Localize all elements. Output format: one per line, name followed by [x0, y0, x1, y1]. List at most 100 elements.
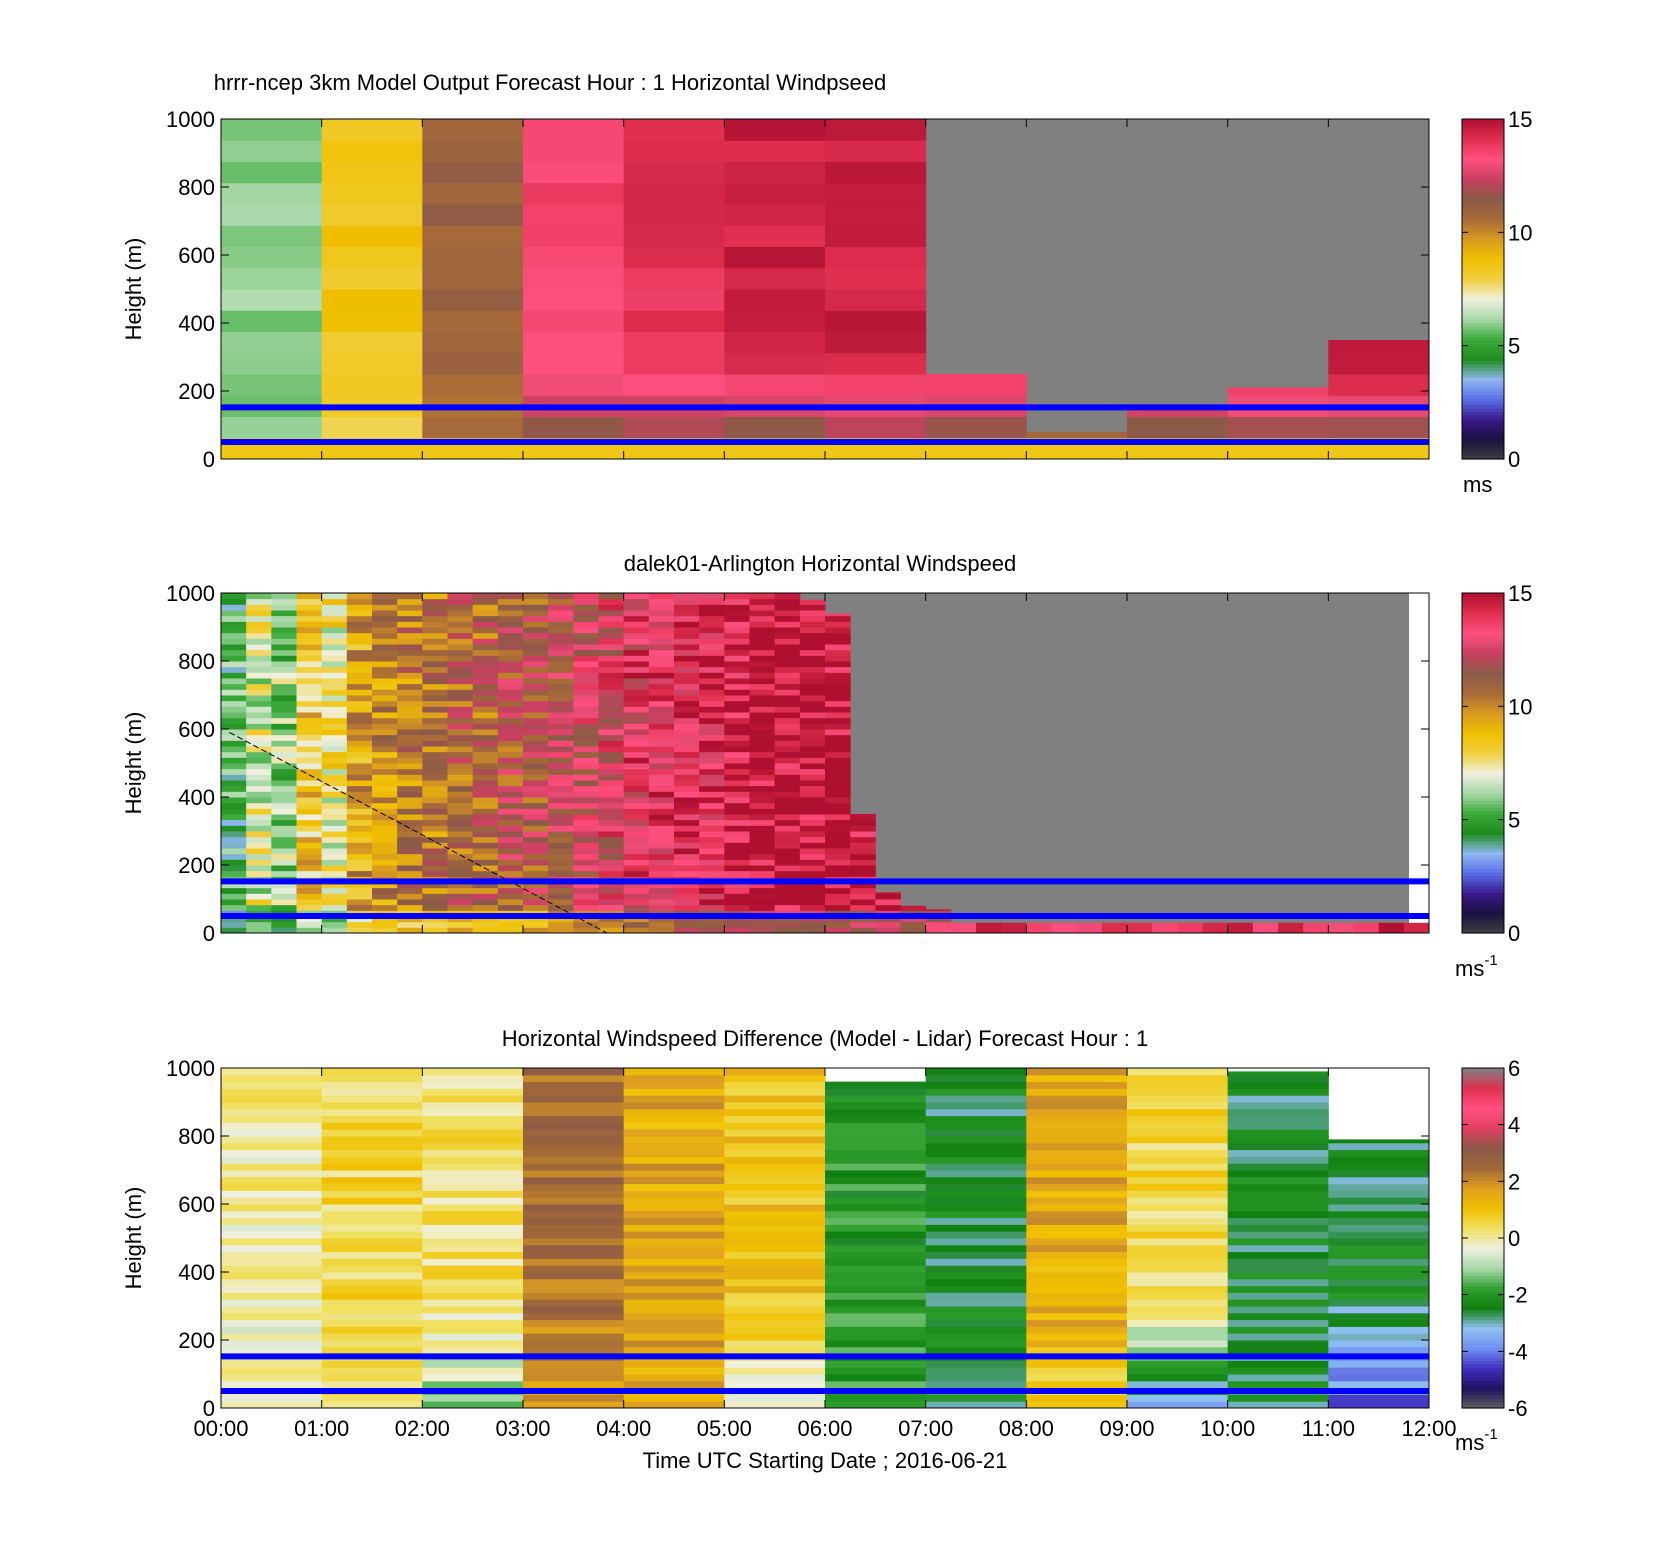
heatmap-cell — [422, 225, 524, 247]
heatmap-cell — [221, 1340, 323, 1348]
heatmap-cell — [875, 916, 901, 923]
heatmap-cell — [1127, 1224, 1229, 1232]
heatmap-cell — [346, 899, 373, 906]
colorbar-segment — [1462, 360, 1504, 365]
heatmap-cell — [221, 1074, 323, 1083]
heatmap-cell — [623, 1312, 725, 1321]
heatmap-cell — [749, 921, 776, 928]
heatmap-cell — [648, 842, 675, 849]
heatmap-cell — [648, 870, 675, 877]
heatmap-cell — [523, 712, 549, 719]
heatmap-cell — [246, 927, 272, 934]
heatmap-cell — [221, 1374, 323, 1382]
heatmap-cell — [221, 204, 323, 226]
heatmap-cell — [422, 1265, 524, 1273]
heatmap-cell — [447, 672, 474, 679]
colorbar-segment — [1462, 1319, 1504, 1324]
heatmap-cell — [246, 632, 272, 639]
heatmap-cell — [825, 1081, 927, 1089]
heatmap-cell — [573, 836, 599, 843]
heatmap-cell — [321, 927, 348, 934]
heatmap-cell — [472, 825, 499, 832]
x-tick-label: 09:00 — [1099, 1416, 1154, 1441]
heatmap-cell — [321, 610, 348, 617]
heatmap-cell — [447, 706, 474, 713]
heatmap-cell — [1127, 1204, 1229, 1212]
colorbar-segment — [1462, 858, 1504, 863]
panel-diff-colorbar — [1461, 1067, 1505, 1409]
heatmap-cell — [648, 638, 675, 645]
colorbar-segment — [1462, 312, 1504, 317]
heatmap-cell — [724, 416, 826, 439]
heatmap-cell — [774, 808, 801, 815]
heatmap-cell — [774, 627, 801, 634]
heatmap-cell — [321, 1333, 423, 1341]
colorbar-segment — [1462, 1105, 1504, 1110]
colorbar-segment — [1462, 695, 1504, 699]
heatmap-cell — [472, 627, 499, 634]
heatmap-cell — [523, 1285, 625, 1293]
colorbar-segment — [1462, 688, 1504, 693]
heatmap-cell — [1353, 922, 1380, 933]
heatmap-cell — [271, 638, 297, 645]
heatmap-cell — [749, 717, 776, 724]
heatmap-cell — [724, 267, 826, 290]
heatmap-cell — [221, 672, 247, 679]
heatmap-cell — [1328, 1204, 1430, 1212]
colorbar-segment — [1462, 231, 1504, 236]
heatmap-cell — [774, 853, 801, 860]
colorbar-segment — [1462, 1265, 1504, 1270]
colorbar-segment — [1462, 885, 1504, 890]
colorbar-segment — [1462, 1139, 1504, 1144]
heatmap-cell — [648, 644, 675, 651]
heatmap-cell — [774, 683, 801, 690]
heatmap-cell — [699, 814, 725, 821]
heatmap-cell — [774, 644, 801, 651]
heatmap-cell — [1328, 1190, 1430, 1198]
heatmap-cell — [296, 683, 323, 690]
colorbar-segment — [1462, 807, 1504, 812]
heatmap-cell — [623, 615, 650, 622]
colorbar-segment — [1462, 244, 1504, 249]
heatmap-cell — [825, 734, 851, 741]
panel-diff-colorbar-units: ms-1 — [1455, 1426, 1498, 1455]
heatmap-cell — [523, 1244, 625, 1253]
heatmap-cell — [447, 627, 474, 634]
heatmap-cell — [774, 916, 801, 923]
heatmap-cell — [246, 785, 272, 792]
heatmap-cell — [1026, 1190, 1128, 1198]
heatmap-cell — [246, 768, 272, 775]
heatmap-cell — [1026, 1319, 1128, 1327]
heatmap-cell — [422, 712, 448, 719]
heatmap-cell — [674, 887, 700, 894]
heatmap-cell — [321, 1238, 423, 1246]
heatmap-cell — [1127, 1272, 1229, 1280]
heatmap-cell — [573, 921, 599, 928]
colorbar-segment — [1462, 401, 1504, 406]
heatmap-cell — [422, 1306, 524, 1314]
heatmap-cell — [1127, 1333, 1229, 1341]
heatmap-cell — [1026, 1306, 1128, 1314]
heatmap-cell — [799, 604, 826, 611]
heatmap-cell — [1328, 1278, 1430, 1287]
heatmap-cell — [799, 638, 826, 645]
heatmap-cell — [548, 774, 574, 781]
heatmap-cell — [774, 785, 801, 792]
heatmap-cell — [825, 1380, 927, 1389]
colorbar-segment — [1462, 1312, 1504, 1317]
heatmap-cell — [523, 1129, 625, 1137]
heatmap-cell — [523, 638, 549, 645]
heatmap-cell — [1127, 1095, 1229, 1103]
heatmap-cell — [1127, 1374, 1229, 1382]
heatmap-cell — [925, 1183, 1027, 1191]
heatmap-cell — [296, 621, 323, 628]
colorbar-segment — [1462, 1187, 1504, 1191]
heatmap-cell — [422, 615, 448, 622]
colorbar-segment — [1462, 261, 1504, 266]
heatmap-cell — [825, 1088, 927, 1096]
heatmap-cell — [925, 1170, 1027, 1178]
heatmap-cell — [422, 1156, 524, 1164]
heatmap-cell — [573, 638, 599, 645]
heatmap-cell — [724, 1183, 826, 1191]
